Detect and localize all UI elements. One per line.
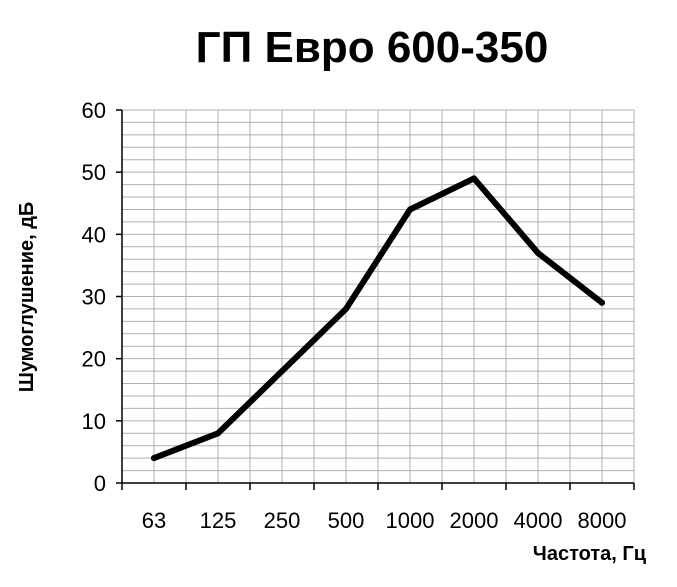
x-tick-label: 1000 <box>386 508 435 533</box>
data-point <box>407 206 413 213</box>
data-point <box>343 305 349 312</box>
data-point <box>215 430 221 437</box>
axes <box>116 109 635 490</box>
chart-title: ГП Евро 600-350 <box>196 23 549 72</box>
series-line <box>151 175 605 462</box>
data-point <box>535 249 541 256</box>
x-tick-label: 63 <box>142 508 166 533</box>
data-point <box>279 368 285 375</box>
y-tick-label: 60 <box>82 98 106 123</box>
x-tick-label: 125 <box>200 508 237 533</box>
x-tick-labels: 63 125 250 500 1000 2000 4000 8000 <box>142 508 627 533</box>
y-axis-title: Шумоглушение, дБ <box>16 202 38 393</box>
y-tick-labels: 0 10 20 30 40 50 60 <box>82 98 106 496</box>
y-tick-label: 0 <box>94 471 106 496</box>
data-point <box>471 175 477 182</box>
x-tick-label: 4000 <box>514 508 563 533</box>
x-tick-label: 500 <box>328 508 365 533</box>
y-tick-label: 10 <box>82 409 106 434</box>
series-group <box>151 175 605 462</box>
grid <box>121 109 635 484</box>
y-tick-label: 40 <box>82 222 106 247</box>
y-tick-label: 20 <box>82 347 106 372</box>
x-tick-label: 8000 <box>578 508 627 533</box>
x-tick-label: 2000 <box>450 508 499 533</box>
x-tick-label: 250 <box>264 508 301 533</box>
y-tick-label: 30 <box>82 285 106 310</box>
data-point <box>151 455 157 462</box>
y-tick-label: 50 <box>82 160 106 185</box>
data-point <box>599 299 605 306</box>
x-axis-title: Частота, Гц <box>533 543 647 565</box>
